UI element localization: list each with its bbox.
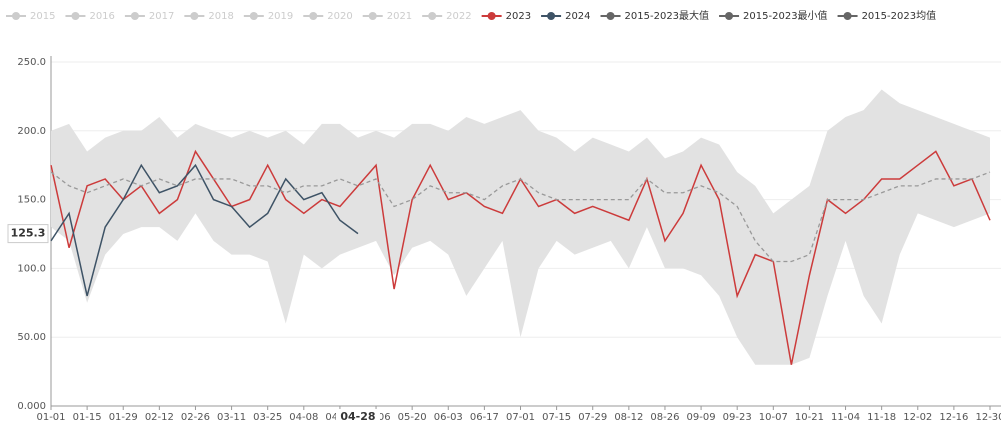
x-tick-label: 09-09	[687, 412, 716, 421]
x-tick-label: 01-01	[36, 412, 65, 421]
x-tick-label: 05-20	[398, 412, 427, 421]
x-tick-label: 08-26	[650, 412, 679, 421]
x-tick-label: 08-12	[614, 412, 643, 421]
legend-label: 2015-2023最小值	[743, 9, 828, 22]
x-tick-label: 12-30	[975, 412, 1001, 421]
legend-item[interactable]: 2024	[541, 11, 591, 22]
x-tick-label: 03-25	[253, 412, 282, 421]
legend-label: 2022	[446, 11, 471, 22]
legend-item[interactable]: 2019	[243, 11, 293, 22]
legend-label: 2021	[387, 11, 412, 22]
legend-dot	[190, 12, 199, 20]
legend-label: 2016	[89, 11, 114, 22]
series-line	[50, 163, 359, 297]
legend-label: 2015	[30, 11, 55, 22]
pointer-y-box	[7, 224, 49, 244]
legend-item[interactable]: 2021	[362, 11, 412, 22]
legend-dot	[725, 12, 734, 20]
x-tick-label: 07-29	[578, 412, 607, 421]
pointer-y-label: 125.3	[11, 227, 46, 240]
legend-label: 2017	[149, 11, 174, 22]
legend-item[interactable]: 2015	[6, 11, 55, 22]
x-tick-label: 01-29	[109, 412, 138, 421]
pointer-x-label: 04-28	[340, 410, 375, 421]
series-line	[50, 171, 991, 263]
legend-dot	[309, 12, 318, 20]
legend-dot	[428, 12, 437, 20]
legend-label: 2023	[506, 11, 531, 22]
legend-item[interactable]: 2017	[124, 11, 174, 22]
y-tick-label: 50.00	[17, 332, 46, 343]
legend-item[interactable]: 2016	[65, 11, 115, 22]
legend-dot	[12, 12, 20, 20]
legend-label: 2018	[208, 11, 233, 22]
x-tick-label: 02-12	[145, 412, 174, 421]
legend-item[interactable]: 2020	[303, 11, 353, 22]
y-tick-label: 150.0	[17, 195, 46, 206]
legend-label: 2019	[268, 11, 293, 22]
min-max-band	[51, 89, 990, 365]
x-tick-label: 10-21	[795, 412, 824, 421]
legend-dot	[843, 12, 852, 20]
legend-item[interactable]: 2023	[481, 11, 531, 22]
legend-item[interactable]: 2015-2023均值	[837, 9, 937, 22]
x-tick-label: 03-11	[217, 412, 246, 421]
legend-label: 2024	[565, 11, 590, 22]
x-tick-label: 07-15	[542, 412, 571, 421]
x-tick-label: 12-02	[903, 412, 932, 421]
legend-item[interactable]: 2018	[184, 11, 234, 22]
x-tick-label: 01-15	[73, 412, 102, 421]
legend-dot	[547, 12, 556, 20]
x-tick-label: 09-23	[723, 412, 752, 421]
legend-dot	[71, 12, 80, 20]
legend-dot	[130, 12, 139, 20]
legend-dot	[487, 12, 496, 20]
legend-item[interactable]: 2022	[422, 11, 472, 22]
legend-dot	[606, 12, 615, 20]
y-tick-label: 250.0	[17, 57, 46, 68]
x-tick-label: 02-26	[181, 412, 210, 421]
legend-item[interactable]: 2015-2023最小值	[719, 9, 828, 22]
x-tick-label: 10-07	[759, 412, 788, 421]
legend-label: 2015-2023最大值	[625, 9, 710, 22]
legend-dot	[249, 12, 258, 20]
x-tick-label: 06-03	[434, 412, 463, 421]
x-tick-label: 07-01	[506, 412, 535, 421]
x-tick-label: 12-16	[939, 412, 968, 421]
legend-label: 2020	[327, 11, 352, 22]
legend-label: 2015-2023均值	[862, 9, 937, 22]
y-tick-label: 100.0	[17, 263, 46, 274]
x-tick-label: 11-18	[867, 412, 896, 421]
x-tick-label: 04-08	[289, 412, 318, 421]
x-tick-label: 11-04	[831, 412, 860, 421]
legend-item[interactable]: 2015-2023最大值	[600, 9, 710, 22]
y-tick-label: 0.000	[17, 401, 46, 412]
legend-dot	[368, 12, 377, 20]
x-tick-label: 06-17	[470, 412, 499, 421]
y-tick-label: 200.0	[17, 126, 46, 137]
